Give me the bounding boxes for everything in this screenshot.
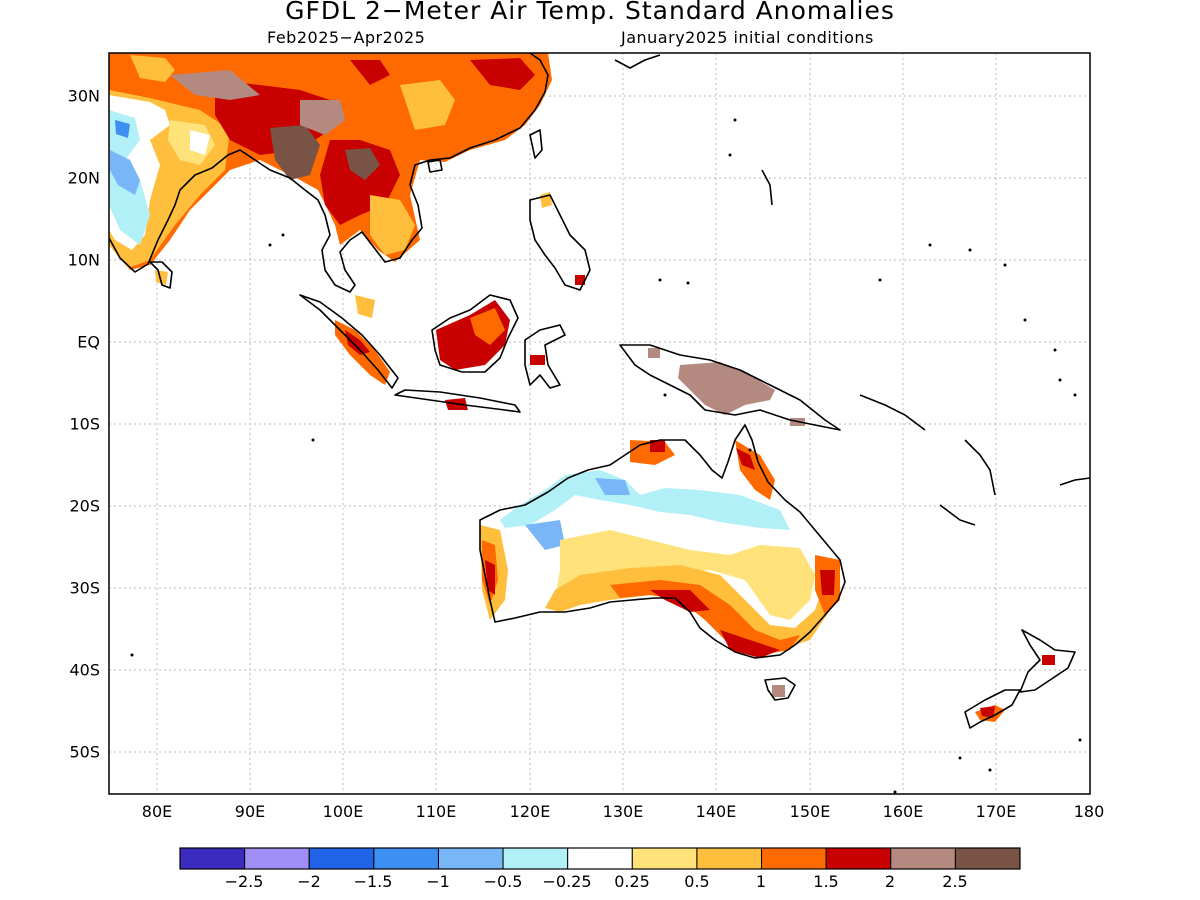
maritime-anomaly-field xyxy=(335,192,660,410)
lon-label: 170E xyxy=(975,802,1017,821)
lon-label: 150E xyxy=(789,802,831,821)
colorbar-label: 0.5 xyxy=(684,872,710,891)
lon-label: 180 xyxy=(1073,802,1105,821)
colorbar-label: 1 xyxy=(755,872,767,891)
map-title: GFDL 2−Meter Air Temp. Standard Anomalie… xyxy=(285,0,895,25)
map-subtitle-period: Feb2025−Apr2025 xyxy=(267,28,426,47)
colorbar-swatch xyxy=(567,847,633,870)
lon-label: 110E xyxy=(415,802,457,821)
colorbar-swatch xyxy=(631,847,698,870)
colorbar-swatch xyxy=(244,847,310,870)
colorbar-label: 2.5 xyxy=(942,872,968,891)
colorbar-swatch xyxy=(373,847,439,870)
colorbar-frame xyxy=(179,847,1021,870)
colorbar-swatch xyxy=(761,847,827,870)
coastlines xyxy=(108,52,1091,729)
new-zealand-anomaly-field xyxy=(975,705,1005,722)
colorbar-label: 0.25 xyxy=(614,872,650,891)
colorbar-label: −2.5 xyxy=(224,872,264,891)
colorbar-label: −0.5 xyxy=(483,872,523,891)
lon-label: 130E xyxy=(602,802,644,821)
colorbar-label: −1.5 xyxy=(353,872,393,891)
lon-label: 140E xyxy=(695,802,737,821)
map-subtitle-initial-conditions: January2025 initial conditions xyxy=(621,28,874,47)
lat-label: 30N xyxy=(67,86,100,106)
colorbar-swatch xyxy=(696,847,763,870)
colorbar-swatch xyxy=(954,847,1021,870)
colorbar-label: −0.25 xyxy=(542,872,592,891)
lat-label: 20S xyxy=(69,496,100,516)
lat-label: EQ xyxy=(77,332,100,352)
colorbar-label: 1.5 xyxy=(813,872,839,891)
island-dots xyxy=(130,118,1082,794)
colorbar-swatch xyxy=(179,847,246,870)
colorbar-swatch xyxy=(890,847,956,870)
colorbar-swatch xyxy=(502,847,569,870)
lat-label: 10S xyxy=(69,414,100,434)
lat-label: 10N xyxy=(67,250,100,270)
lon-label: 160E xyxy=(882,802,924,821)
lat-label: 50S xyxy=(69,742,100,762)
lat-label: 40S xyxy=(69,660,100,680)
australia-anomaly-field xyxy=(480,440,840,697)
asia-anomaly-field xyxy=(109,53,552,285)
new-guinea-anomaly-field xyxy=(678,362,775,415)
map-frame xyxy=(108,52,1091,795)
lon-label: 90E xyxy=(234,802,266,821)
colorbar-swatch xyxy=(437,847,504,870)
colorbar-swatch xyxy=(308,847,375,870)
lon-label: 120E xyxy=(509,802,551,821)
lat-label: 20N xyxy=(67,168,100,188)
lon-label: 100E xyxy=(322,802,364,821)
colorbar-label: −1 xyxy=(426,872,450,891)
lat-label: 30S xyxy=(69,578,100,598)
colorbar-swatch xyxy=(825,847,892,870)
colorbar-label: 2 xyxy=(884,872,896,891)
lon-label: 80E xyxy=(141,802,173,821)
colorbar-label: −2 xyxy=(297,872,321,891)
map-gridlines xyxy=(109,53,1090,794)
